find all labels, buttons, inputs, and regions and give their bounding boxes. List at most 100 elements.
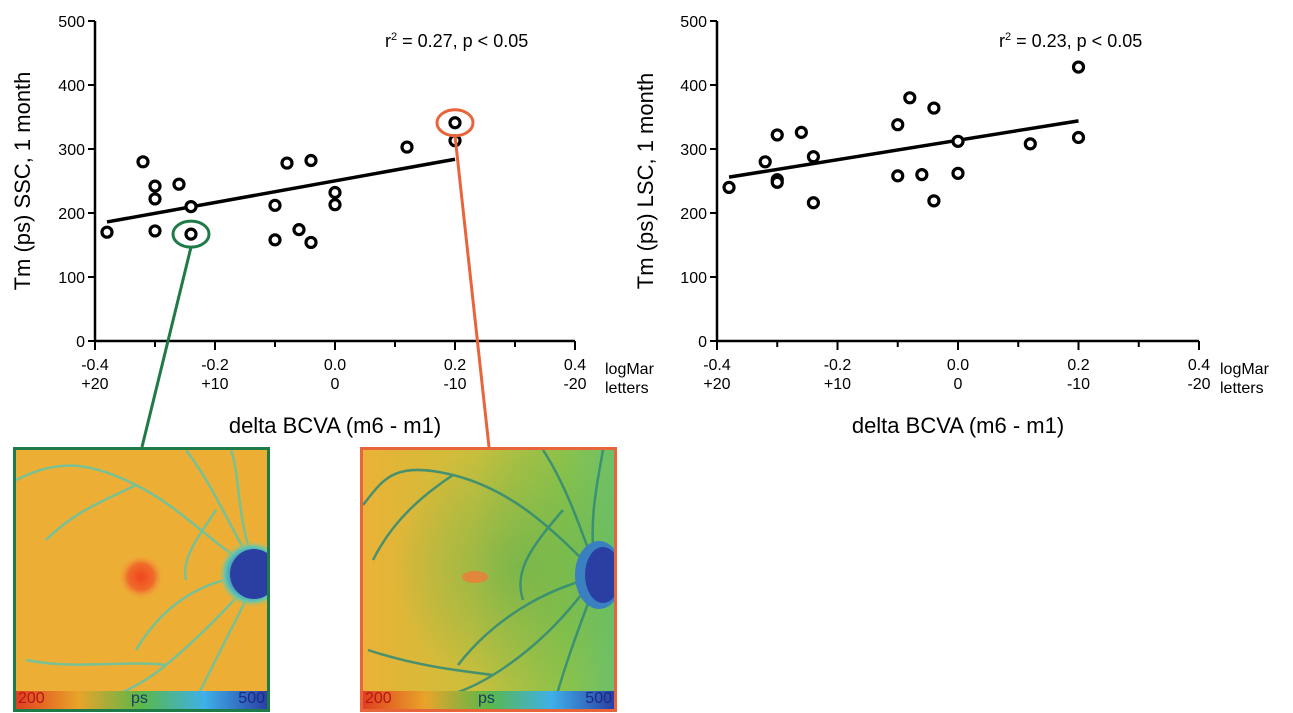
optic-disc: [585, 547, 614, 603]
x-axis-title: delta BCVA (m6 - m1): [852, 413, 1064, 438]
x-tick-label: 0.0: [947, 357, 969, 374]
data-point: [304, 235, 318, 250]
fovea-spot: [119, 555, 163, 599]
x-tick-letters-label: +20: [703, 376, 730, 393]
data-point: [951, 134, 965, 148]
y-tick-label: 100: [680, 270, 707, 287]
y-tick-label: 0: [76, 334, 85, 351]
data-point: [891, 118, 905, 132]
data-point: [927, 101, 941, 115]
data-point: [184, 227, 198, 241]
y-tick-label: 200: [680, 206, 707, 223]
x-tick-letters-label: -20: [1187, 376, 1210, 393]
data-point: [148, 224, 162, 238]
x-axis-title: delta BCVA (m6 - m1): [229, 413, 441, 438]
x-tick-label: -0.4: [703, 357, 731, 374]
y-tick-label: 0: [698, 334, 707, 351]
data-point: [770, 175, 784, 189]
data-point: [1071, 60, 1086, 74]
data-point: [448, 116, 462, 130]
x-tick-label: 0.2: [1067, 357, 1089, 374]
data-point: [172, 177, 186, 191]
data-point: [304, 153, 318, 168]
scale-max-label: 500: [238, 690, 265, 707]
unit-label-logmar: logMar: [605, 361, 655, 378]
data-point: [268, 233, 282, 247]
x-tick-label: 0.2: [444, 357, 466, 374]
x-tick-label: -0.2: [201, 357, 229, 374]
regression-line: [728, 119, 1079, 179]
y-tick-label: 300: [58, 142, 85, 159]
y-axis-title: Tm (ps) SSC, 1 month: [10, 72, 35, 291]
x-tick-letters-label: 0: [331, 376, 340, 393]
x-tick-letters-label: -20: [563, 376, 586, 393]
y-tick-label: 100: [58, 270, 85, 287]
optic-disc: [230, 549, 267, 599]
data-point: [903, 91, 917, 105]
data-point: [927, 194, 941, 208]
data-point: [280, 156, 294, 170]
stats-annotation: r2 = 0.27, p < 0.05: [385, 31, 528, 51]
data-point: [770, 128, 784, 142]
x-tick-letters-label: +10: [824, 376, 851, 393]
x-tick-label: -0.2: [824, 357, 852, 374]
color-scale-bar: [363, 691, 614, 709]
x-tick-letters-label: 0: [954, 376, 963, 393]
scale-unit-label: ps: [131, 690, 148, 707]
x-tick-label: 0.0: [324, 357, 346, 374]
data-point: [758, 155, 772, 169]
x-tick-letters-label: +20: [81, 376, 108, 393]
data-point: [328, 185, 342, 200]
scale-unit-label: ps: [478, 690, 495, 707]
x-tick-label: -0.4: [81, 357, 109, 374]
fovea-spot: [462, 571, 488, 583]
unit-label-letters: letters: [605, 380, 649, 397]
chart-right: 0 100 200 300 400 500 -0.4 +20 -0.2 +10 0.0 0 0.2 -10…: [633, 14, 1270, 438]
callout-line: [140, 246, 193, 448]
data-point: [951, 166, 965, 180]
y-axis-title: Tm (ps) LSC, 1 month: [633, 73, 658, 289]
data-point: [328, 198, 342, 212]
color-scale-bar: [16, 691, 267, 709]
data-point: [1023, 137, 1037, 151]
y-tick-label: 500: [680, 14, 707, 31]
inset-image-green: 200 ps 500: [13, 447, 270, 712]
data-point: [400, 140, 414, 154]
regression-line: [106, 157, 456, 224]
unit-label-logmar: logMar: [1220, 361, 1270, 378]
scale-min-label: 200: [365, 690, 392, 707]
data-point: [722, 180, 736, 194]
scale-min-label: 200: [18, 690, 45, 707]
y-tick-label: 400: [680, 78, 707, 95]
x-tick-letters-label: -10: [443, 376, 466, 393]
x-tick-label: 0.4: [564, 357, 586, 374]
x-tick-label: 0.4: [1188, 357, 1210, 374]
x-tick-letters-label: -10: [1067, 376, 1090, 393]
scale-max-label: 500: [585, 690, 612, 707]
unit-label-letters: letters: [1220, 380, 1264, 397]
data-point: [148, 179, 162, 193]
data-point: [136, 155, 150, 169]
y-tick-label: 200: [58, 206, 85, 223]
data-point: [794, 125, 808, 139]
data-point: [806, 196, 821, 210]
chart-left: 0 100 200 300 400 500 -0.4 +20 -0.2 +10 0.0 0 0.2 -10…: [10, 14, 655, 438]
callout-line: [453, 135, 491, 448]
data-point: [184, 200, 198, 214]
y-tick-label: 300: [680, 142, 707, 159]
data-point: [148, 192, 162, 206]
x-tick-letters-label: +10: [201, 376, 228, 393]
data-point: [268, 198, 282, 212]
data-point: [891, 169, 905, 183]
data-point: [806, 150, 821, 164]
y-tick-label: 400: [58, 78, 85, 95]
inset-image-orange: 200 ps 500: [360, 447, 617, 712]
data-point: [1071, 130, 1086, 145]
callout-connectors: [140, 135, 491, 448]
fundus-map-green: [16, 450, 267, 709]
stats-annotation: r2 = 0.23, p < 0.05: [999, 31, 1142, 51]
data-point: [292, 223, 306, 237]
fundus-map-orange: [363, 450, 614, 709]
data-point: [100, 225, 114, 239]
